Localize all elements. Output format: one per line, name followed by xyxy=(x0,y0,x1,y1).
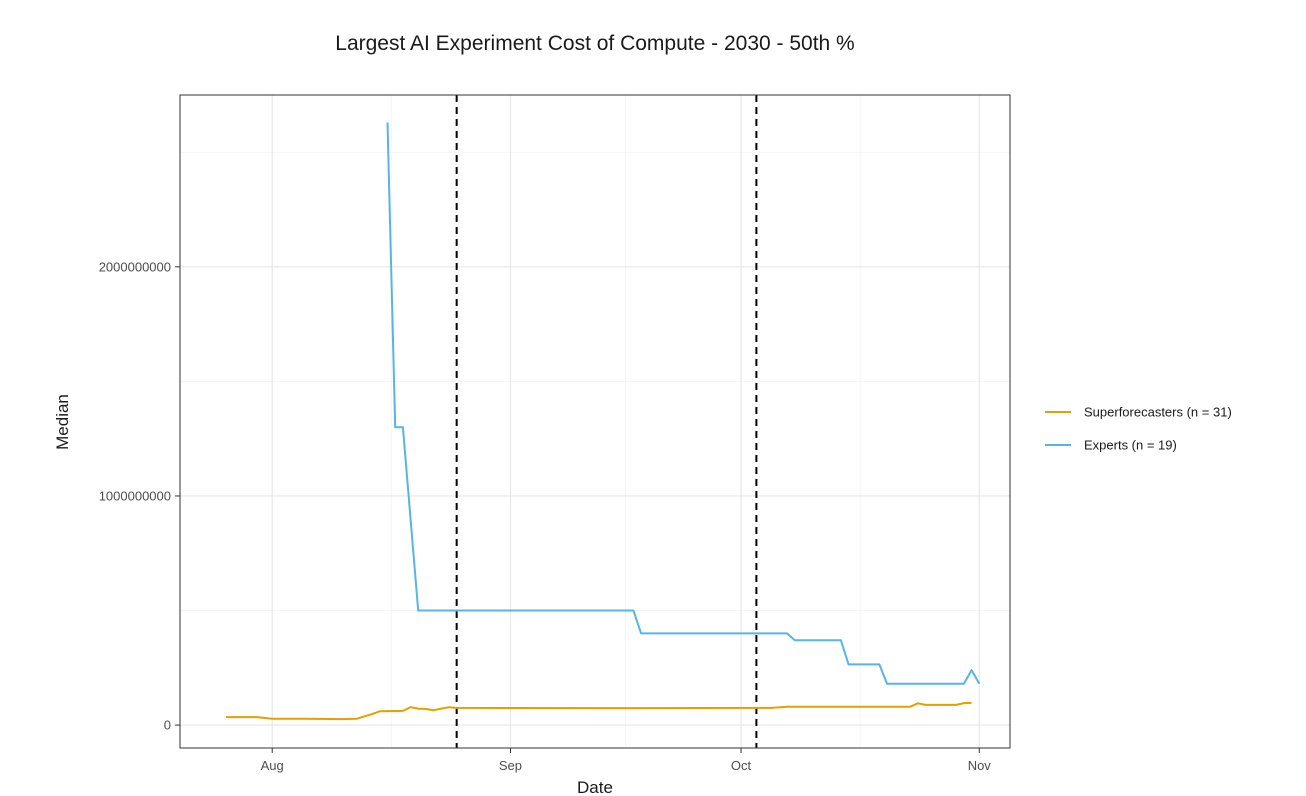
x-axis: Aug Sep Oct Nov xyxy=(261,748,992,773)
legend-label-0: Superforecasters (n = 31) xyxy=(1084,405,1232,420)
series-line-0 xyxy=(226,701,972,721)
major-gridlines xyxy=(180,95,1010,748)
x-tick-label-3: Nov xyxy=(968,758,992,773)
reference-lines xyxy=(455,95,758,748)
series-lines xyxy=(226,122,981,721)
x-tick-label-0: Aug xyxy=(261,758,284,773)
x-tick-label-2: Oct xyxy=(731,758,752,773)
y-tick-label-1: 1000000000 xyxy=(99,488,171,503)
y-tick-label-2: 2000000000 xyxy=(99,259,171,274)
minor-gridlines xyxy=(180,95,1010,748)
chart-title: Largest AI Experiment Cost of Compute - … xyxy=(335,32,854,55)
legend-label-1: Experts (n = 19) xyxy=(1084,438,1177,453)
y-tick-label-0: 0 xyxy=(164,718,171,733)
series-line-1 xyxy=(386,122,981,685)
plot-panel-border xyxy=(179,94,1011,749)
x-tick-label-1: Sep xyxy=(499,758,522,773)
y-axis-title: Median xyxy=(53,394,72,450)
legend: Superforecasters (n = 31) Experts (n = 19… xyxy=(1045,405,1232,453)
y-axis: 0 1000000000 2000000000 xyxy=(99,259,180,733)
x-axis-title: Date xyxy=(577,778,613,796)
